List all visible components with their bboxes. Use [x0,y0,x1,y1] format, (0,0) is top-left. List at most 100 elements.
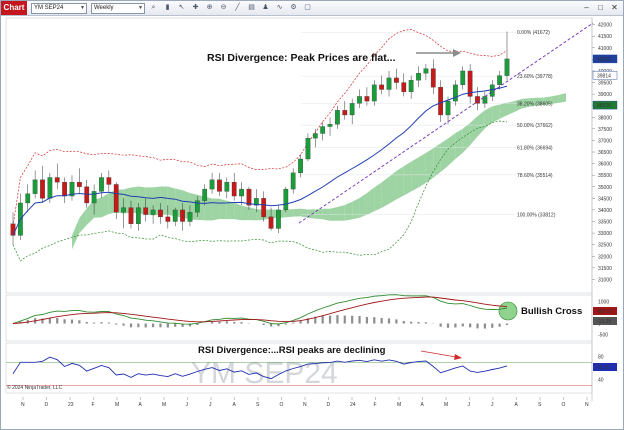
support-trendline[interactable] [298,22,594,224]
ichimoku-cloud-segment [219,198,227,220]
ichimoku-cloud-segment [366,187,375,215]
bars-icon[interactable]: ▮ [165,4,170,11]
candle [172,207,178,227]
price-axis[interactable]: 4200041500410004050040000395003900038500… [592,23,618,284]
candle [253,189,259,213]
price-tick-label: 42000 [598,23,612,29]
price-tick-label: 39500 [598,81,612,87]
candle-body [180,209,185,222]
macd-badge-label: -13.25 [597,319,611,325]
candle-body [312,133,318,139]
macd-line [12,294,508,325]
time-tick-label: A [233,402,237,408]
candle [349,98,355,125]
chart-toolbar: Chart YM SEP24 ▼ Weekly ▼ ⌕ ▮ ↖ ✚ ⊕ ⊖ ╱ … [1,1,623,16]
search-icon[interactable]: ⌕ [151,4,156,11]
candle-body [217,179,222,192]
interval-selector-value: Weekly [94,5,114,11]
price-tick-label: 35000 [598,185,612,191]
ichimoku-cloud-segment [448,133,456,166]
ichimoku-cloud-segment [514,98,522,112]
candle [290,168,296,194]
candle [320,121,326,141]
indicator-icon[interactable]: ∿ [276,4,283,11]
candle [401,73,407,97]
macd-badge-label: 455.91 [597,309,613,315]
candle-body [438,87,444,116]
ichimoku-cloud-segment [79,208,87,234]
candle [99,172,104,199]
candle [438,80,444,122]
moving-average [12,85,508,236]
time-tick-label: J [468,402,471,408]
bullish-cross-marker [498,301,518,321]
price-tick-label: 31500 [598,266,612,272]
candle [327,117,333,136]
candle [224,177,230,199]
chart-tab-badge[interactable]: Chart [1,1,27,15]
candle-body [135,207,141,224]
template-icon[interactable]: ▤ [248,4,255,11]
instrument-selector-value: YM SEP24 [34,5,64,11]
ichimoku-cloud-segment [411,157,419,192]
candle-body [261,198,267,218]
ichimoku-cloud-segment [484,106,493,129]
ichimoku-cloud-segment [558,93,566,103]
ichimoku-cloud-segment [418,152,426,188]
fib-level-label: 61.80% (36694) [517,146,553,152]
pointer-icon[interactable]: ↖ [178,4,185,11]
maximize-icon[interactable]: □ [598,3,603,12]
minimize-icon[interactable]: – [584,3,589,12]
instrument-selector[interactable]: YM SEP24 ▼ [31,3,87,14]
time-tick-label: F [92,402,95,408]
candle-body [172,209,178,222]
candle-body [386,77,392,90]
time-tick-label: M [444,402,448,408]
candle-body [379,84,385,90]
candle [305,133,311,162]
macd-signal-line [12,296,508,324]
data-box-icon[interactable]: ▢ [304,4,311,11]
rsi-tick-label: 80 [598,355,604,361]
interval-selector[interactable]: Weekly ▼ [91,3,145,14]
candle [335,105,340,129]
candle-body [283,188,289,211]
candle [371,80,377,106]
rsi-annotation: RSI Divergence:...RSI peaks are declinin… [198,345,386,356]
strategy-icon[interactable]: ♟ [262,4,269,11]
price-tick-label: 37500 [598,127,612,133]
time-tick-label: M [162,402,166,408]
price-tick-label: 38000 [598,115,612,121]
crosshair-icon[interactable]: ✚ [192,4,199,11]
line-icon[interactable]: ╱ [235,4,240,11]
candle-body [342,110,348,116]
candle [32,170,38,199]
time-tick-label: S [256,402,260,408]
time-axis[interactable]: N D 23 F M A M J J A S O N D 24 F M A M J J A S O N [21,397,589,408]
zoom-in-icon[interactable]: ⊕ [206,4,213,11]
properties-icon[interactable]: ⚙ [290,4,297,11]
price-badge-label: 39814 [597,73,611,79]
candle [453,80,458,106]
moving-average-line [12,85,508,236]
candle-body [401,82,407,92]
ichimoku-cloud-segment [330,207,338,221]
candle-body [408,80,414,92]
candle [312,128,318,148]
candle-body [298,158,303,174]
ichimoku-cloud-segment [425,148,434,183]
price-tick-label: 33000 [598,231,612,237]
bollinger-lower [12,120,508,262]
close-icon[interactable]: ✕ [611,3,618,12]
ichimoku-cloud-segment [352,198,360,220]
ichimoku-cloud-segment [389,171,397,204]
candle-body [209,179,215,190]
candle [489,80,495,102]
time-tick-label: M [115,402,119,408]
ichimoku-cloud-segment [226,200,235,220]
zoom-out-icon[interactable]: ⊖ [220,4,227,11]
rsi-line [12,356,508,380]
rsi-badge-label: 62.16 [597,365,610,371]
ichimoku-cloud-segment [477,110,485,137]
